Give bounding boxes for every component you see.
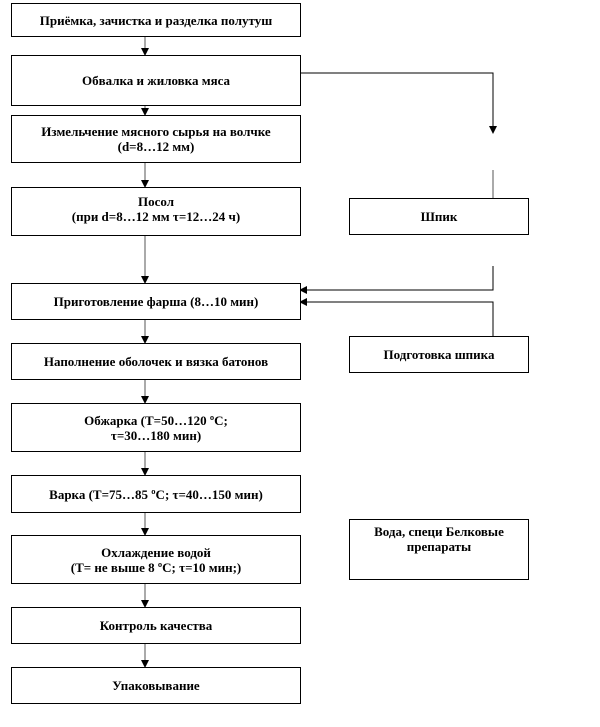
arrow-fatprep-to-mince: [299, 298, 494, 336]
step-cooking: Варка (T=75…85 ºС; τ=40…150 мин): [11, 475, 301, 513]
arrow-to-fat: [300, 72, 497, 134]
step-quality-control: Контроль качества: [11, 607, 301, 644]
step-deboning: Обвалка и жиловка мяса: [11, 55, 301, 106]
step-grinding: Измельчение мясного сырья на волчке (d=8…: [11, 115, 301, 163]
step-receiving: Приёмка, зачистка и разделка полутуш: [11, 3, 301, 37]
side-additives: Вода, специ Белковые препараты: [349, 519, 529, 580]
step-packaging: Упаковывание: [11, 667, 301, 704]
arrow-fat-to-mince: [299, 266, 494, 294]
step-cooling: Охлаждение водой (T= не выше 8 ºС; τ=10 …: [11, 535, 301, 584]
side-fat: Шпик: [349, 198, 529, 235]
step-mince-prep: Приготовление фарша (8…10 мин): [11, 283, 301, 320]
step-roasting: Обжарка (T=50…120 ºС; τ=30…180 мин): [11, 403, 301, 452]
step-salting: Посол (при d=8…12 мм τ=12…24 ч): [11, 187, 301, 236]
step-stuffing: Наполнение оболочек и вязка батонов: [11, 343, 301, 380]
side-fat-prep: Подготовка шпика: [349, 336, 529, 373]
